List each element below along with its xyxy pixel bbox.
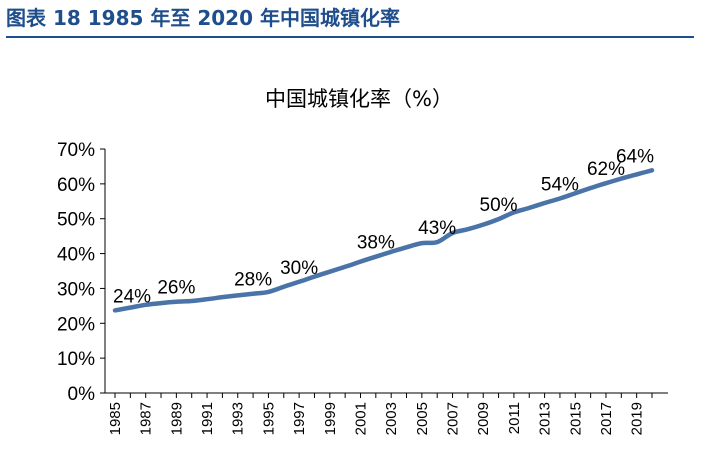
figure-header: 图表 18 1985 年至 2020 年中国城镇化率 (6, 4, 696, 38)
data-label: 24% (113, 286, 151, 307)
data-label: 30% (280, 258, 318, 279)
y-tick-label: 0% (68, 384, 96, 405)
series-group (112, 168, 655, 313)
data-label: 50% (480, 195, 518, 216)
y-tick-label: 40% (57, 245, 95, 266)
data-label: 26% (157, 278, 195, 299)
x-tick-label: 1985 (107, 402, 124, 435)
x-tick-label: 2017 (598, 402, 615, 435)
x-tick-label: 1995 (260, 402, 277, 435)
y-tick-label: 50% (57, 210, 95, 231)
x-tick-label: 2003 (383, 402, 400, 435)
x-tick-label: 2019 (629, 402, 646, 435)
x-tick-label: 2009 (475, 402, 492, 435)
y-tick-label: 30% (57, 279, 95, 300)
data-label: 62% (587, 159, 625, 180)
x-tick-label: 2007 (445, 402, 462, 435)
x-tick-label: 1991 (199, 402, 216, 435)
chart-title: 中国城镇化率（%） (265, 87, 453, 111)
x-tick-label: 1989 (168, 402, 185, 435)
x-tick-label: 1999 (322, 402, 339, 435)
header-divider (6, 36, 694, 38)
x-tick-label: 2001 (352, 402, 369, 435)
series-line (112, 168, 655, 313)
ticks: 0% 10% 20% 30% 40% 50% 60% 70% 1985 1987 1989 1991 1… (57, 140, 653, 435)
x-tick-label: 1987 (138, 402, 155, 435)
y-tick-label: 20% (57, 314, 95, 335)
x-tick-label: 2005 (414, 402, 431, 435)
figure-caption: 图表 18 1985 年至 2020 年中国城镇化率 (6, 6, 400, 30)
x-tick-label: 2013 (537, 402, 554, 435)
data-labels: 24% 26% 28% 30% 38% 43% 50% 54% 62%64% (113, 146, 654, 307)
data-label: 54% (541, 174, 579, 195)
axes (104, 149, 668, 394)
data-label: 64% (616, 146, 654, 167)
x-tick-label: 1997 (291, 402, 308, 435)
data-label: 38% (357, 233, 395, 254)
x-tick-label: 2011 (506, 402, 523, 434)
y-tick-label: 70% (57, 140, 95, 161)
data-label: 28% (234, 270, 272, 291)
data-label: 43% (418, 218, 456, 239)
y-tick-label: 60% (57, 175, 95, 196)
y-tick-label: 10% (57, 349, 95, 370)
x-tick-label: 1993 (230, 402, 247, 435)
x-tick-label: 2015 (567, 402, 584, 435)
